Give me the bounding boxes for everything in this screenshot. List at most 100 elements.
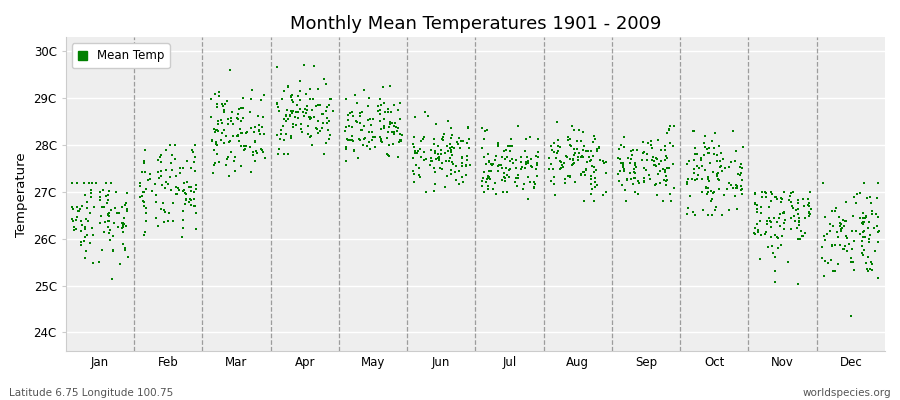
Point xyxy=(350,155,365,161)
Point xyxy=(346,113,361,119)
Point xyxy=(352,136,366,142)
Point xyxy=(868,248,882,254)
Point xyxy=(722,180,736,186)
Point xyxy=(482,186,496,192)
Point xyxy=(859,215,873,222)
Point xyxy=(302,114,316,120)
Point xyxy=(428,181,442,187)
Point xyxy=(787,212,801,219)
Point xyxy=(623,159,637,166)
Point xyxy=(529,162,544,169)
Point xyxy=(157,218,171,225)
Point xyxy=(227,158,241,164)
Point xyxy=(225,109,239,115)
Point xyxy=(154,206,168,212)
Point xyxy=(412,165,427,171)
Point xyxy=(109,188,123,195)
Point xyxy=(78,226,93,232)
Point xyxy=(306,96,320,102)
Point xyxy=(777,208,791,215)
Point xyxy=(836,246,850,252)
Point xyxy=(788,218,802,224)
Point xyxy=(138,169,152,176)
Point xyxy=(412,174,427,180)
Point xyxy=(647,162,662,168)
Point xyxy=(562,174,577,180)
Point xyxy=(577,143,591,150)
Point xyxy=(641,140,655,146)
Point xyxy=(856,234,870,240)
Point xyxy=(773,242,788,248)
Point xyxy=(257,92,272,98)
Point xyxy=(824,257,838,264)
Point xyxy=(575,153,590,159)
Point xyxy=(585,162,599,169)
Point xyxy=(482,174,496,180)
Point xyxy=(712,142,726,149)
Point xyxy=(576,128,590,135)
Point xyxy=(154,159,168,165)
Point xyxy=(232,106,247,112)
Point xyxy=(186,196,201,202)
Point xyxy=(339,124,354,130)
Point xyxy=(520,196,535,202)
Point xyxy=(654,147,669,153)
Point xyxy=(686,209,700,216)
Point xyxy=(836,217,850,224)
Point xyxy=(322,132,337,138)
Point xyxy=(376,100,391,107)
Point xyxy=(592,144,607,151)
Point xyxy=(460,153,474,159)
Point xyxy=(576,168,590,175)
Point xyxy=(444,171,458,177)
Point xyxy=(627,188,642,195)
Point xyxy=(374,126,388,132)
Point xyxy=(791,210,806,217)
Point xyxy=(711,176,725,182)
Point xyxy=(764,198,778,204)
Point xyxy=(353,120,367,126)
Point xyxy=(584,173,598,180)
Point xyxy=(243,144,257,150)
Point xyxy=(630,191,644,197)
Point xyxy=(616,160,630,166)
Point xyxy=(660,177,674,184)
Point xyxy=(376,84,391,90)
Point xyxy=(861,219,876,225)
Point xyxy=(297,113,311,119)
Point xyxy=(596,158,610,164)
Point xyxy=(374,138,388,144)
Point xyxy=(168,156,183,162)
Point xyxy=(148,192,163,198)
Point xyxy=(768,279,782,286)
Point xyxy=(236,114,250,121)
Point xyxy=(564,142,579,149)
Point xyxy=(504,143,518,150)
Point xyxy=(556,164,571,170)
Point xyxy=(344,136,358,143)
Point xyxy=(188,202,202,209)
Point xyxy=(618,198,633,204)
Point xyxy=(345,109,359,116)
Point xyxy=(650,155,664,162)
Point xyxy=(658,142,672,149)
Point xyxy=(92,259,106,265)
Point xyxy=(101,210,115,217)
Point xyxy=(303,134,318,140)
Point xyxy=(510,174,525,181)
Point xyxy=(212,93,226,100)
Point xyxy=(284,135,298,141)
Point xyxy=(182,199,196,206)
Point xyxy=(751,229,765,235)
Point xyxy=(870,275,885,281)
Point xyxy=(831,261,845,268)
Point xyxy=(794,228,808,235)
Point xyxy=(83,240,97,246)
Point xyxy=(680,179,694,185)
Point xyxy=(206,162,220,168)
Point xyxy=(624,155,638,162)
Point xyxy=(611,170,625,177)
Point xyxy=(621,155,635,161)
Point xyxy=(859,214,873,220)
Point xyxy=(502,142,517,149)
